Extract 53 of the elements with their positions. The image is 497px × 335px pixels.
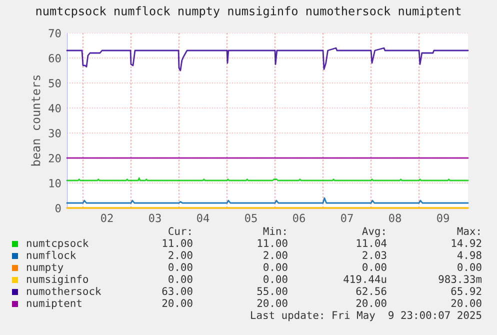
chart-title: numtcpsock numflock numpty numsiginfo numothersock numiptent bbox=[36, 6, 461, 18]
text: 0.00 bbox=[168, 263, 192, 272]
text: 0.00 bbox=[458, 263, 482, 272]
y-axis-title: bean counters bbox=[31, 75, 40, 166]
text: Min: bbox=[263, 226, 286, 235]
legend-label: numpty bbox=[26, 264, 64, 274]
text: 0.00 bbox=[264, 263, 288, 272]
x-tick-label: 09 bbox=[437, 214, 449, 222]
text: 983.33m bbox=[438, 275, 482, 284]
text: Cur: bbox=[168, 227, 190, 236]
text: Last update: Fri May 9 23:00:07 2025 bbox=[251, 310, 482, 322]
text: 20.00 bbox=[162, 299, 192, 308]
text: 65.92 bbox=[451, 287, 482, 296]
y-tick-label: 10 bbox=[49, 179, 61, 188]
x-tick-label: 02 bbox=[101, 214, 113, 222]
text: 11.04 bbox=[356, 239, 387, 248]
y-tick-label: 0 bbox=[55, 204, 61, 212]
text: 55.00 bbox=[257, 287, 288, 296]
text: 2.00 bbox=[168, 251, 192, 260]
text: 2.00 bbox=[264, 251, 288, 260]
y-tick-label: 40 bbox=[48, 104, 61, 112]
text: 2.03 bbox=[362, 251, 386, 260]
text: 20.00 bbox=[451, 299, 482, 308]
text: Max: bbox=[457, 227, 480, 236]
text: 0.00 bbox=[264, 275, 288, 284]
text: 419.44u bbox=[344, 275, 386, 284]
text: 11.00 bbox=[258, 239, 288, 248]
x-tick-label: 05 bbox=[245, 214, 257, 222]
legend-label: numothersock bbox=[26, 286, 102, 296]
y-tick-label: 60 bbox=[48, 54, 61, 62]
legend-label: numtcpsock bbox=[26, 238, 89, 250]
y-tick-label: 20 bbox=[48, 154, 61, 162]
y-tick-label: 70 bbox=[48, 29, 61, 38]
text: 0.00 bbox=[168, 275, 192, 284]
legend-label: numsiginfo bbox=[26, 274, 88, 286]
y-tick-label: 50 bbox=[48, 79, 61, 88]
legend-label: numflock bbox=[26, 250, 76, 260]
y-tick-label: 30 bbox=[48, 129, 61, 138]
text: 0.00 bbox=[362, 263, 386, 272]
text: 63.00 bbox=[162, 287, 192, 296]
text: 11.00 bbox=[162, 239, 192, 248]
text: 62.56 bbox=[356, 287, 386, 296]
x-tick-label: 03 bbox=[149, 214, 161, 222]
x-tick-label: 07 bbox=[341, 214, 353, 222]
text: 14.92 bbox=[452, 239, 482, 248]
text: 20.00 bbox=[257, 299, 288, 308]
x-tick-label: 08 bbox=[389, 214, 402, 222]
text: Avg: bbox=[362, 227, 384, 238]
legend-label: numiptent bbox=[26, 298, 82, 310]
text: 4.98 bbox=[457, 251, 482, 260]
x-tick-label: 06 bbox=[293, 214, 305, 222]
x-tick-label: 04 bbox=[197, 214, 210, 222]
text: 20.00 bbox=[356, 299, 386, 308]
